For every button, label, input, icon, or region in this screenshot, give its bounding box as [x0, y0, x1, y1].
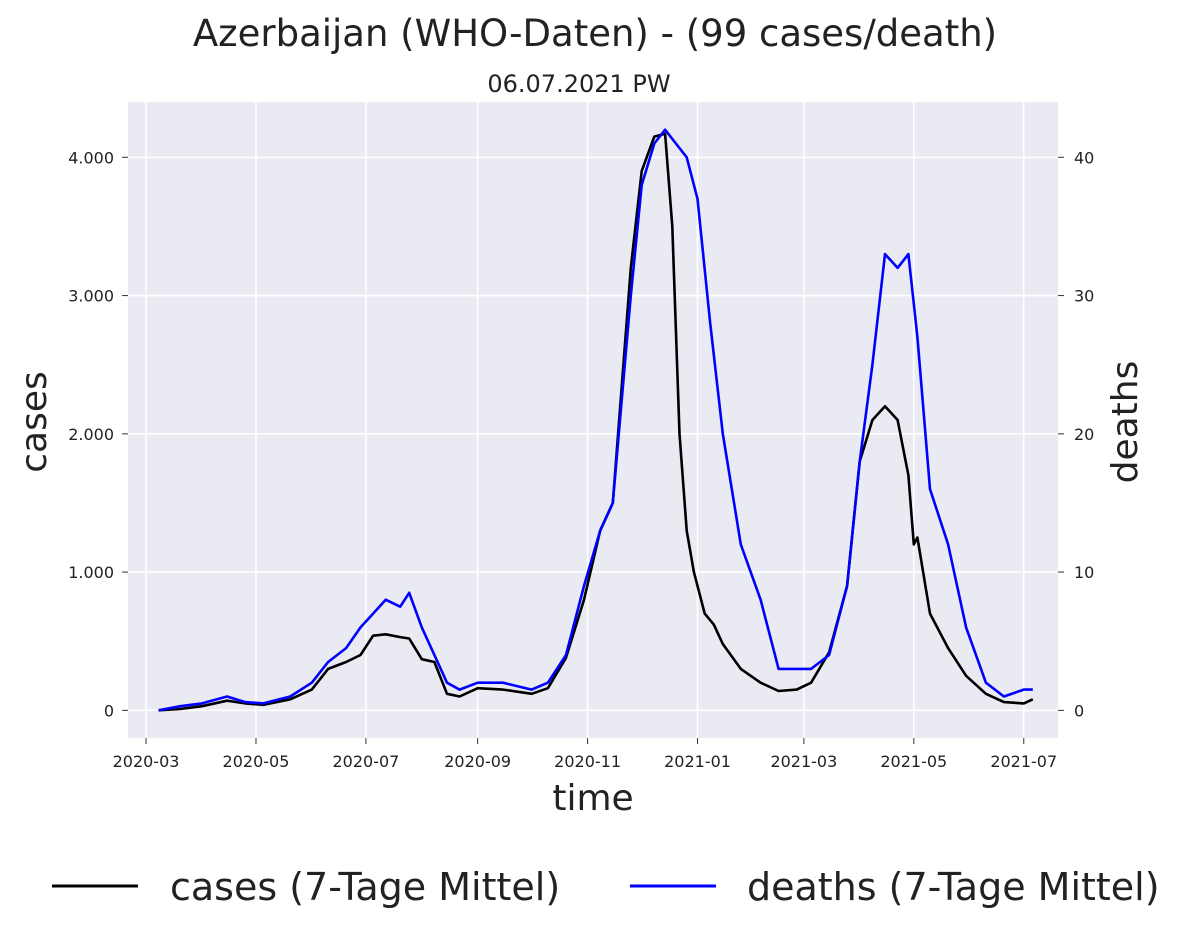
y2-tick-label: 30	[1074, 287, 1094, 306]
x-axis-label: time	[552, 778, 633, 819]
x-tick-label: 2020-03	[113, 752, 180, 771]
y2-tick-label: 40	[1074, 148, 1094, 167]
x-tick-label: 2021-03	[770, 752, 837, 771]
y-axis-label: cases	[14, 371, 55, 473]
y2-axis-label: deaths	[1105, 361, 1146, 484]
legend-label-cases: cases (7-Tage Mittel)	[170, 865, 560, 909]
chart-title: Azerbaijan (WHO-Daten) - (99 cases/death…	[193, 12, 997, 55]
y-tick-label: 3.000	[68, 287, 114, 306]
x-tick-label: 2020-05	[223, 752, 290, 771]
x-tick-label: 2020-07	[332, 752, 399, 771]
x-tick-label: 2021-05	[880, 752, 947, 771]
x-tick-label: 2021-01	[664, 752, 731, 771]
x-tick-label: 2020-11	[554, 752, 621, 771]
legend: cases (7-Tage Mittel) deaths (7-Tage Mit…	[52, 865, 1160, 909]
series-cases-line	[158, 132, 1034, 712]
chart-subtitle: 06.07.2021 PW	[487, 70, 670, 98]
y2-tick-label: 10	[1074, 563, 1094, 582]
ticks: 2020-03 2020-05 2020-07 2020-09 2020-11 2021-…	[68, 148, 1094, 771]
y-tick-label: 0	[104, 701, 114, 720]
x-tick-label: 2021-07	[990, 752, 1057, 771]
y2-tick-label: 20	[1074, 425, 1094, 444]
series-deaths-line	[158, 128, 1033, 712]
plot-area	[128, 102, 1058, 738]
series-layer	[158, 128, 1034, 712]
y2-tick-label: 0	[1074, 701, 1084, 720]
grid	[128, 102, 1058, 738]
x-tick-label: 2020-09	[444, 752, 511, 771]
y-tick-label: 1.000	[68, 563, 114, 582]
legend-label-deaths: deaths (7-Tage Mittel)	[747, 865, 1160, 909]
y-tick-label: 2.000	[68, 425, 114, 444]
y-tick-label: 4.000	[68, 148, 114, 167]
